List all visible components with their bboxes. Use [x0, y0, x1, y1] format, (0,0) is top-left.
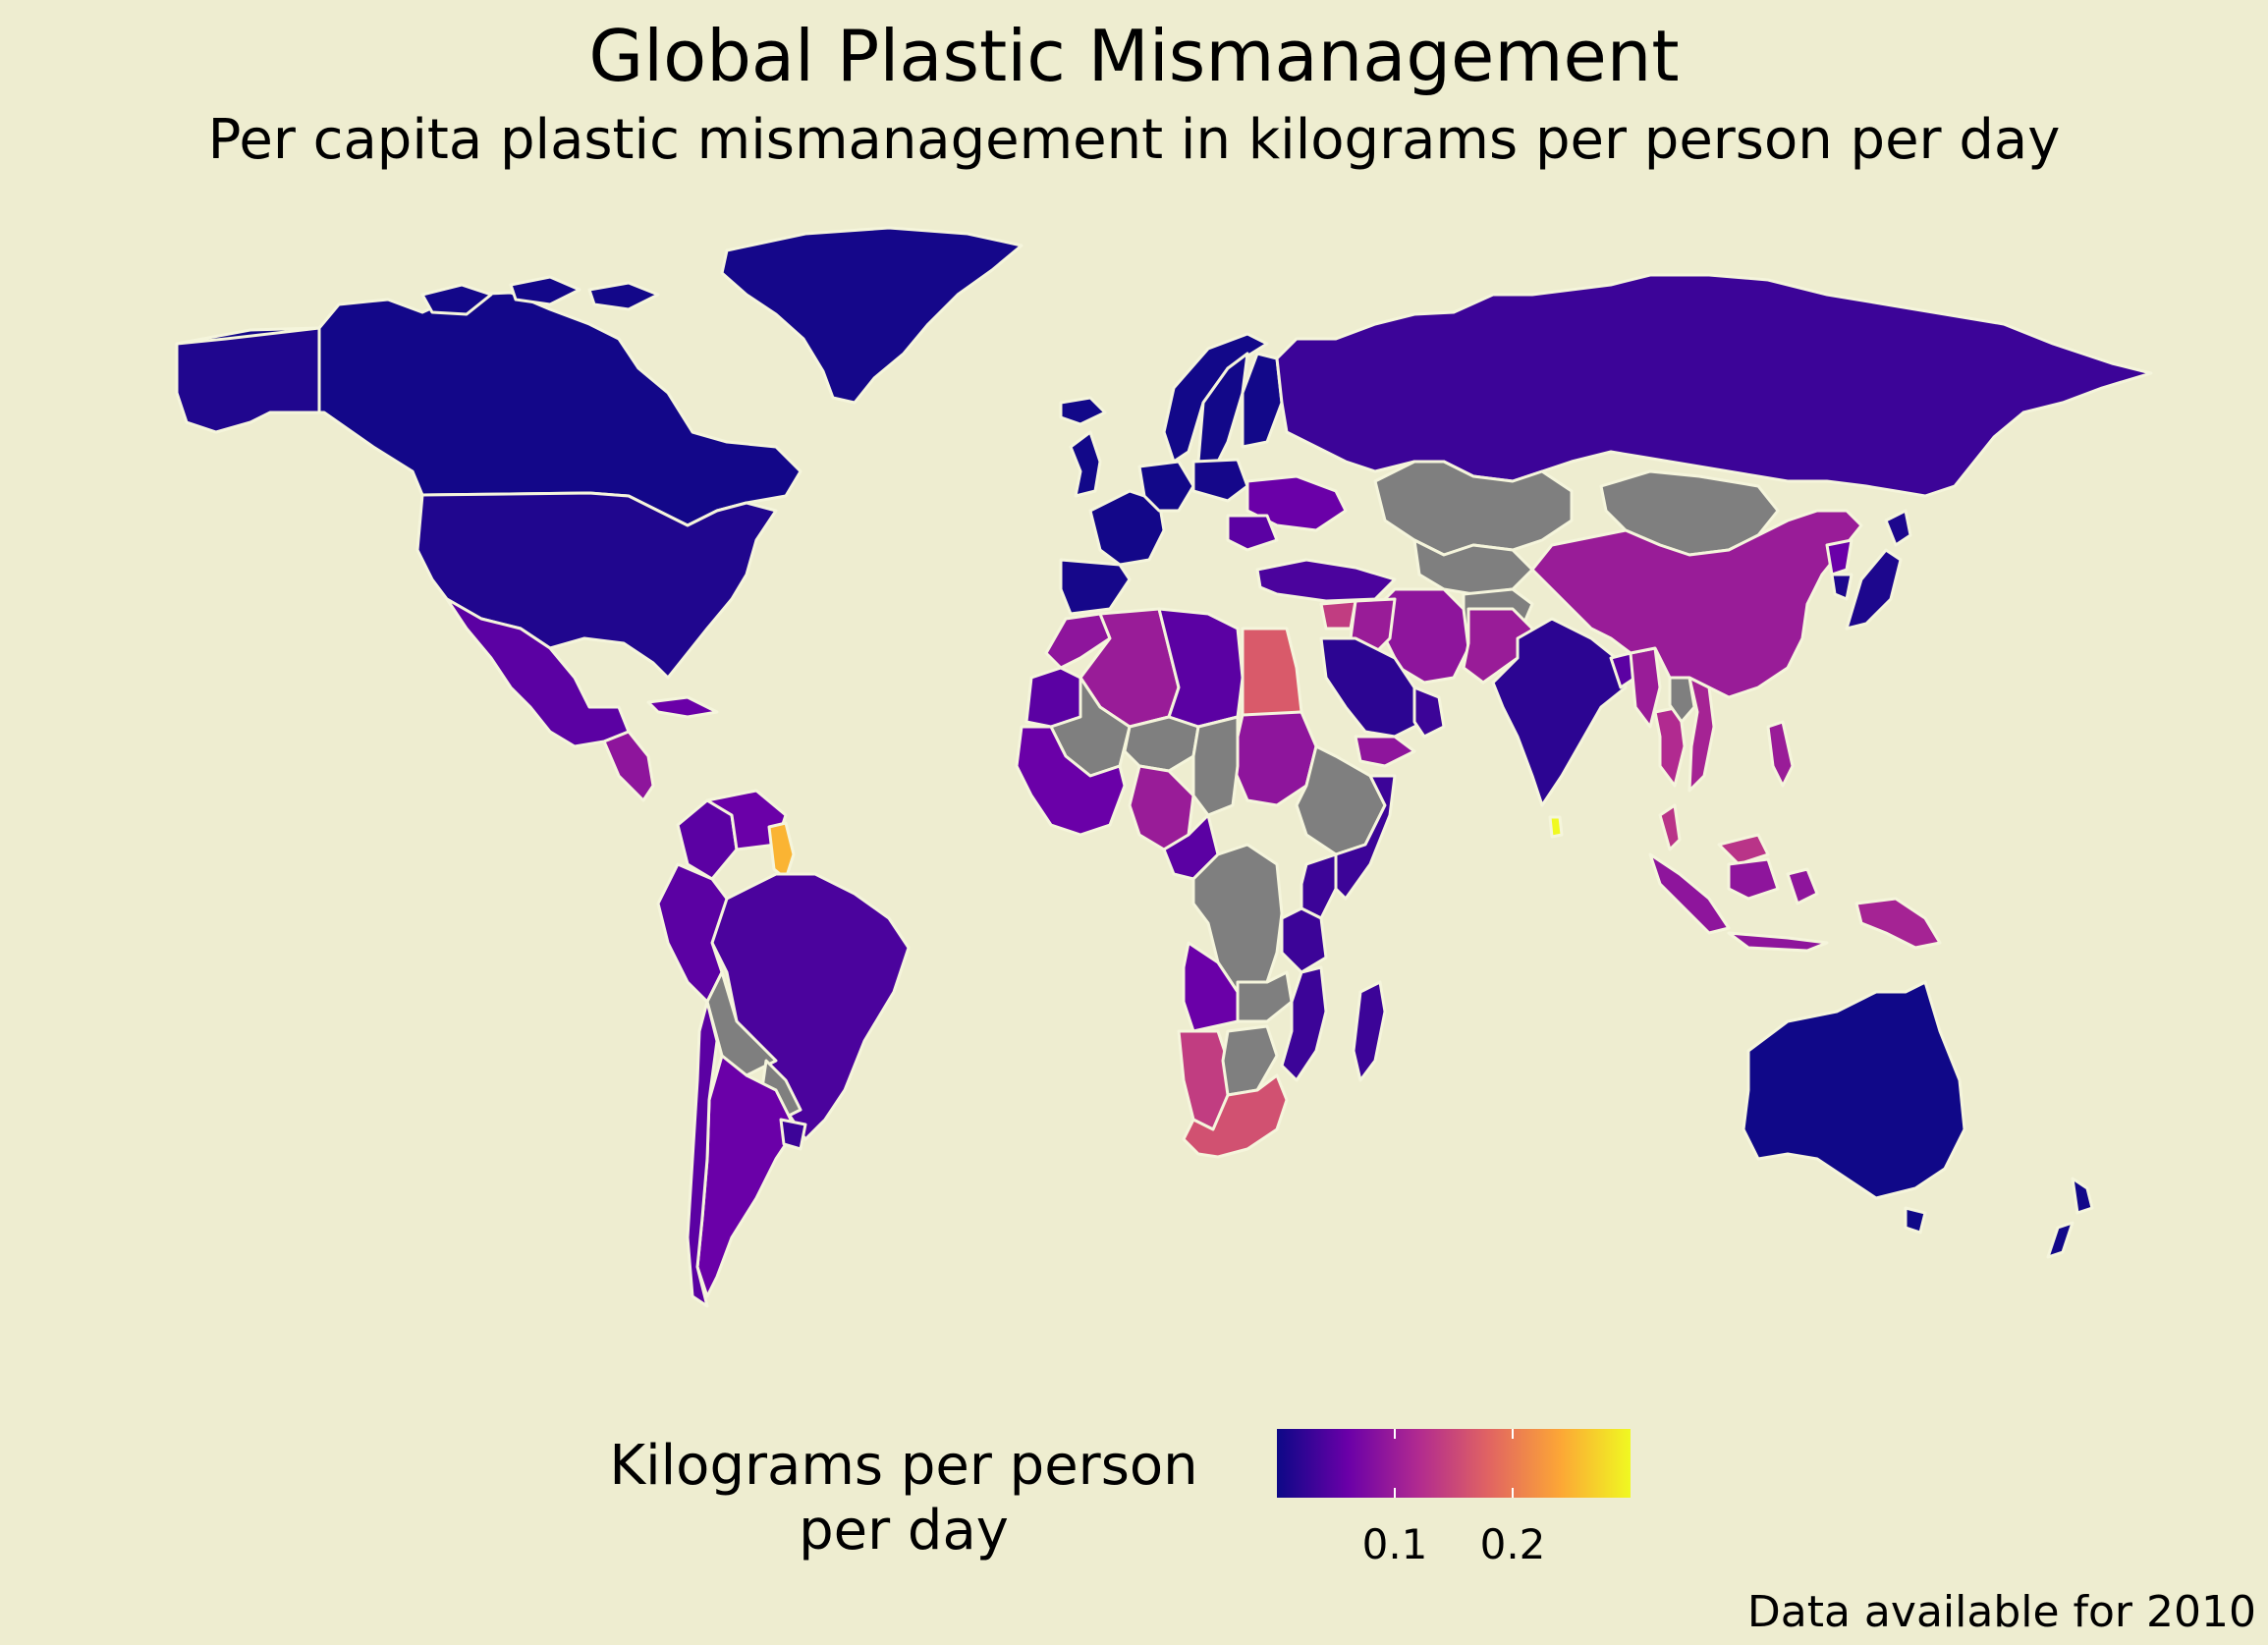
country-mozambique — [1280, 965, 1328, 1082]
country-iceland — [1059, 396, 1107, 426]
country-new-zealand — [2071, 1177, 2094, 1215]
country-indonesia — [1727, 857, 1780, 901]
country-syria — [1319, 599, 1357, 631]
country-indonesia — [1727, 931, 1829, 953]
country-sri-lanka — [1548, 815, 1564, 839]
country-mauritania — [1024, 666, 1082, 729]
country-united-states — [415, 491, 778, 680]
legend-color-bar — [1277, 1429, 1631, 1498]
country-canada — [587, 281, 660, 311]
country-kazakhstan — [1373, 460, 1574, 557]
country-guyana — [767, 821, 796, 881]
country-japan — [1845, 548, 1903, 631]
country-united-kingdom — [1069, 430, 1102, 498]
country-australia — [1904, 1206, 1927, 1234]
country-spain — [1059, 558, 1132, 616]
country-madagascar — [1352, 980, 1387, 1082]
country-russia — [1275, 273, 2153, 498]
country-romania — [1226, 514, 1279, 552]
country-somalia — [1334, 774, 1397, 901]
country-central-america — [602, 730, 655, 802]
country-niger — [1123, 715, 1200, 773]
legend-tick-label: 0.2 — [1479, 1520, 1546, 1568]
country-pakistan — [1462, 607, 1534, 685]
country-brazil — [710, 872, 911, 1141]
country-finland — [1241, 352, 1284, 449]
country-west-africa — [1015, 725, 1127, 837]
country-canada — [509, 275, 581, 306]
country-germany — [1137, 460, 1195, 513]
country-north-korea — [1825, 538, 1853, 576]
country-oman — [1412, 685, 1446, 739]
legend-title-line2: per day — [799, 1499, 1009, 1563]
country-vietnam — [1687, 676, 1716, 793]
country-iraq — [1349, 597, 1397, 655]
country-australia — [1742, 980, 1966, 1200]
country-indonesia — [1786, 867, 1819, 905]
country-china — [1530, 509, 1863, 699]
country-kenya — [1300, 852, 1338, 920]
country-south-africa — [1182, 1073, 1289, 1159]
country-saudi-arabia — [1319, 636, 1426, 739]
legend-title-line1: Kilograms per person — [609, 1434, 1198, 1498]
country-papua-new-guinea — [1854, 897, 1942, 950]
country-india — [1491, 617, 1628, 807]
country-canada — [420, 283, 493, 316]
country-greenland — [720, 226, 1023, 405]
country-poland — [1191, 458, 1249, 503]
legend-ticks — [1394, 1429, 1514, 1498]
country-malaysia — [1658, 803, 1682, 851]
legend-title: Kilograms per person per day — [550, 1434, 1257, 1563]
country-egypt — [1241, 627, 1303, 717]
country-philippines — [1766, 720, 1795, 788]
country-chad — [1191, 715, 1240, 817]
caption: Data available for 2010 — [1746, 1587, 2256, 1637]
country-turkey — [1255, 558, 1397, 603]
country-yemen — [1354, 735, 1416, 768]
country-dr-congo — [1191, 843, 1284, 994]
country-shapes — [175, 226, 2153, 1308]
country-chile — [686, 1000, 719, 1308]
country-uruguay — [779, 1118, 807, 1151]
country-indonesia — [1648, 852, 1731, 935]
country-malaysia — [1717, 833, 1770, 866]
country-united-states — [175, 326, 321, 434]
country-angola — [1182, 941, 1240, 1033]
country-south-korea — [1830, 573, 1853, 601]
country-france — [1088, 489, 1166, 567]
chart-subtitle: Per capita plastic mismanagement in kilo… — [207, 108, 2061, 172]
country-new-zealand — [2046, 1221, 2074, 1259]
legend-tick-label: 0.1 — [1361, 1520, 1428, 1568]
country-central-asia — [1412, 538, 1534, 596]
country-japan — [1884, 509, 1912, 547]
chart-title: Global Plastic Mismanagement — [588, 15, 1680, 97]
country-ukraine — [1245, 474, 1348, 532]
country-tanzania — [1280, 906, 1328, 974]
country-cuba — [646, 695, 719, 719]
